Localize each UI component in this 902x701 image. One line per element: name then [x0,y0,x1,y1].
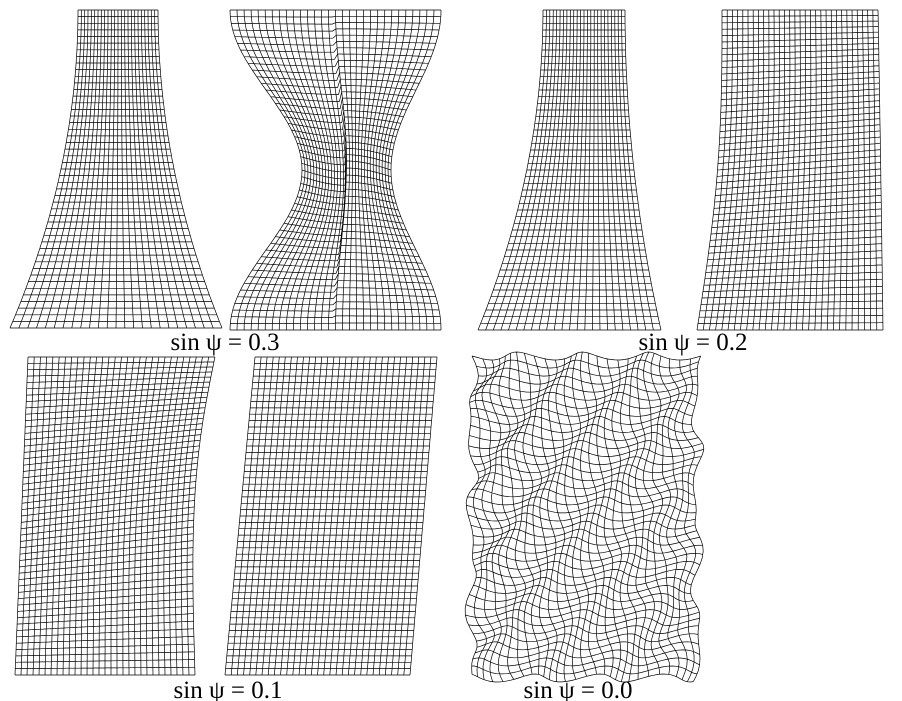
panel-label: sin ψ = 0.0 [524,677,633,701]
mesh [225,357,437,675]
mesh [10,10,222,328]
mesh [478,10,661,330]
mesh [230,10,441,330]
panel-label: sin ψ = 0.2 [639,329,748,356]
panel-label: sin ψ = 0.3 [171,329,280,356]
mesh [15,357,215,675]
mesh [697,10,883,330]
panel-label: sin ψ = 0.1 [174,677,283,701]
mesh [465,352,704,682]
figure: sin ψ = 0.3 sin ψ = 0.2 sin ψ = 0.1 sin … [0,0,902,701]
